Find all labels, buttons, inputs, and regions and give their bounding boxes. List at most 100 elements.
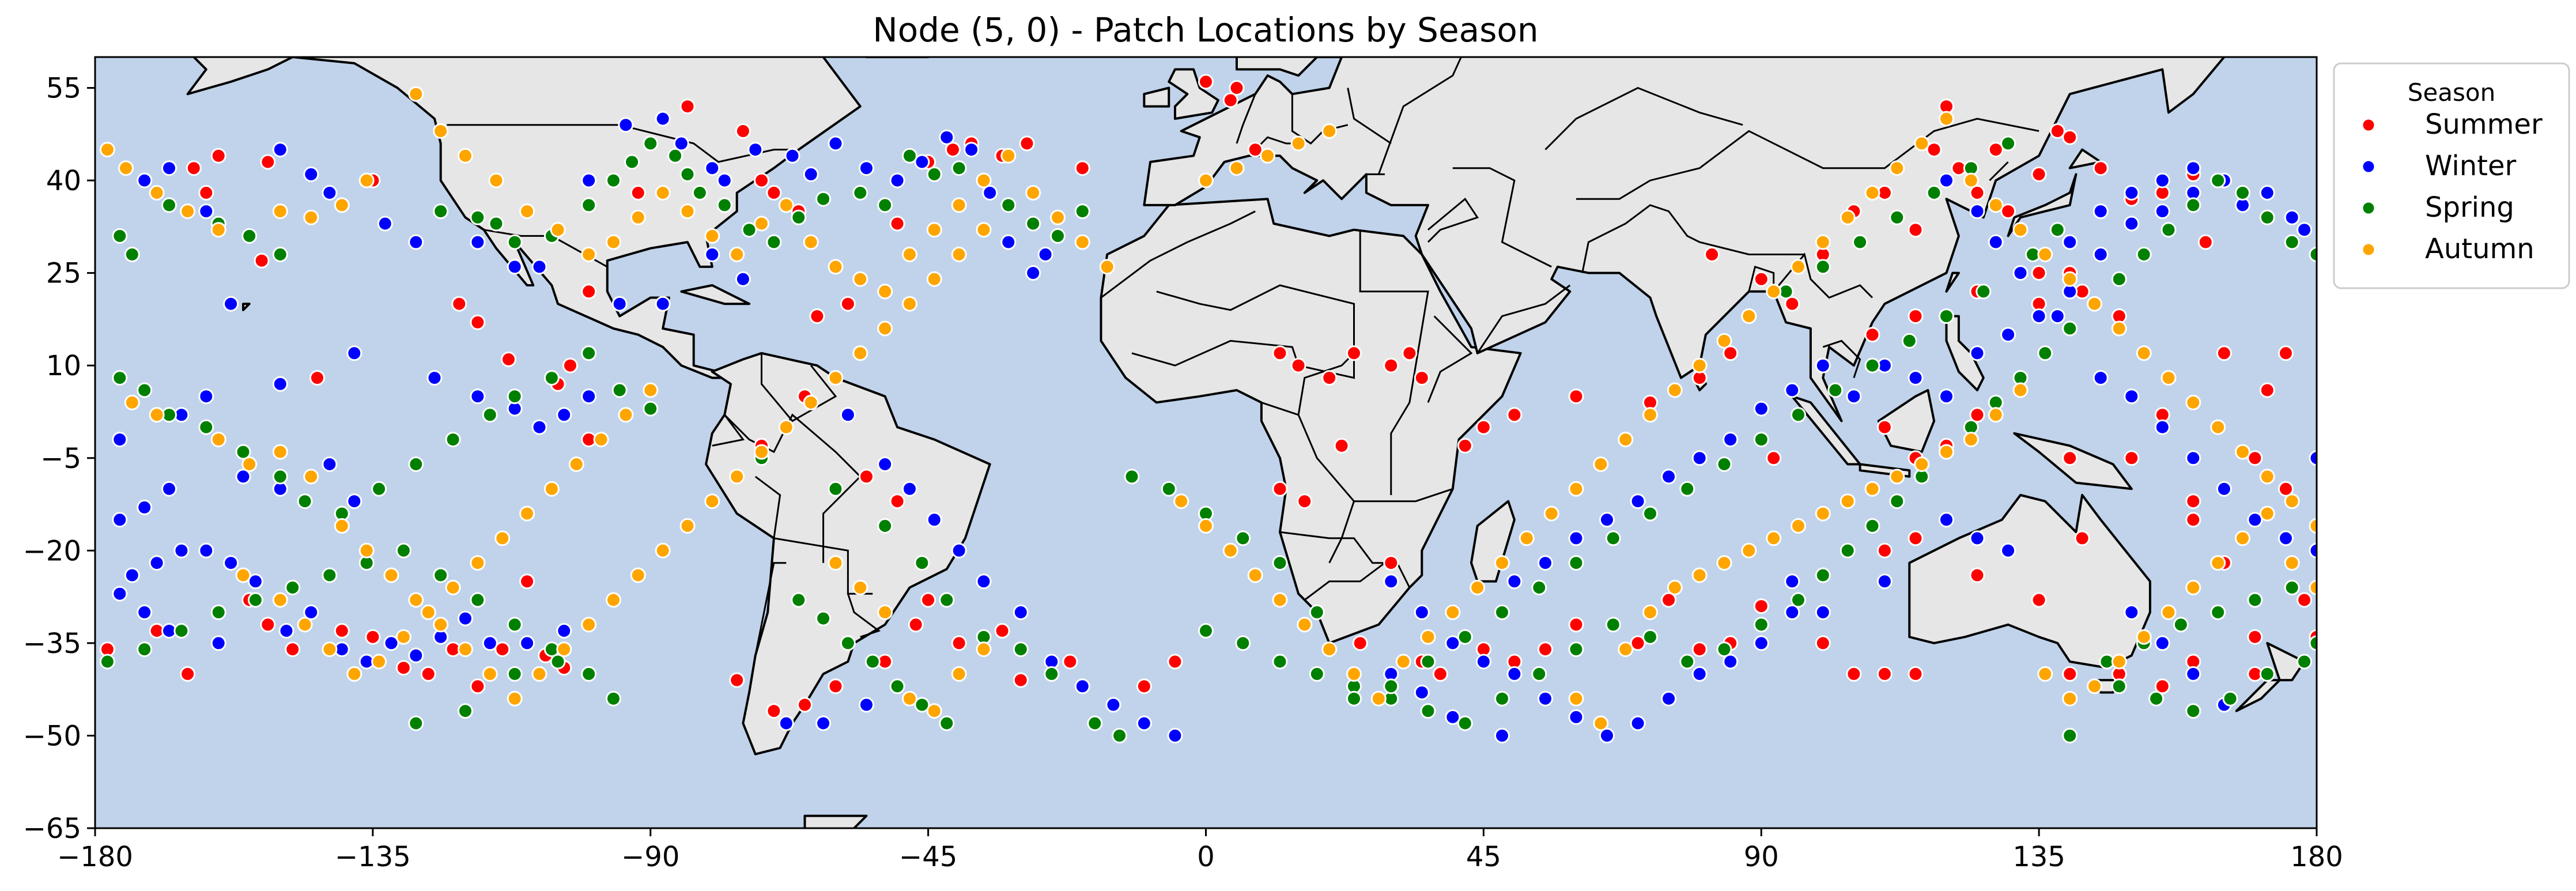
data-point-winter bbox=[198, 388, 214, 405]
data-point-spring bbox=[235, 444, 251, 460]
data-point-summer bbox=[1876, 419, 1893, 435]
data-point-autumn bbox=[1568, 481, 1584, 497]
data-point-spring bbox=[692, 185, 708, 201]
data-point-autumn bbox=[902, 296, 917, 312]
data-point-spring bbox=[1050, 228, 1066, 244]
data-point-winter bbox=[112, 512, 128, 528]
data-point-winter bbox=[1025, 265, 1041, 281]
data-point-summer bbox=[2031, 592, 2047, 608]
data-point-spring bbox=[1568, 555, 1584, 571]
data-point-summer bbox=[2278, 481, 2294, 497]
data-point-summer bbox=[1383, 555, 1399, 571]
data-point-summer bbox=[1988, 142, 2004, 158]
data-point-autumn bbox=[118, 160, 134, 176]
data-point-winter bbox=[303, 604, 319, 620]
data-point-spring bbox=[877, 518, 893, 534]
data-point-spring bbox=[2111, 678, 2127, 694]
data-point-autumn bbox=[272, 592, 288, 608]
data-point-spring bbox=[99, 654, 115, 670]
data-point-autumn bbox=[482, 666, 498, 682]
data-point-spring bbox=[2062, 320, 2078, 337]
data-point-summer bbox=[1272, 345, 1288, 361]
data-point-summer bbox=[1290, 357, 1306, 373]
data-point-winter bbox=[124, 567, 140, 583]
scatter-points bbox=[99, 74, 2317, 743]
data-point-spring bbox=[2136, 247, 2152, 262]
data-point-winter bbox=[322, 456, 338, 472]
data-point-spring bbox=[741, 222, 757, 238]
data-point-summer bbox=[1506, 407, 1523, 423]
data-point-summer bbox=[2062, 450, 2078, 466]
data-point-winter bbox=[1568, 530, 1584, 546]
data-point-summer bbox=[1908, 222, 1924, 238]
data-point-winter bbox=[2124, 388, 2140, 405]
data-point-summer bbox=[198, 185, 214, 201]
data-point-autumn bbox=[1470, 580, 1486, 595]
data-point-autumn bbox=[1642, 604, 1658, 620]
data-point-winter bbox=[1723, 654, 1739, 670]
country-border bbox=[1427, 197, 1479, 243]
x-axis-ticks: −180 −135 −90 −45 0 45 90 135 180 bbox=[57, 828, 2343, 873]
data-point-summer bbox=[2154, 678, 2170, 694]
data-point-winter bbox=[2031, 308, 2047, 324]
data-point-autumn bbox=[778, 197, 794, 213]
data-point-summer bbox=[2197, 234, 2214, 250]
map-plot-area bbox=[94, 56, 2318, 829]
data-point-spring bbox=[828, 481, 844, 497]
data-point-summer bbox=[254, 252, 270, 269]
data-point-spring bbox=[395, 542, 411, 558]
data-point-summer bbox=[1222, 92, 1238, 108]
data-point-summer bbox=[1630, 635, 1646, 651]
data-point-winter bbox=[1784, 604, 1800, 620]
data-point-spring bbox=[852, 185, 868, 201]
x-tick-label: −90 bbox=[621, 841, 679, 873]
landmass bbox=[1945, 315, 1985, 391]
landmass bbox=[803, 814, 868, 828]
data-point-winter bbox=[1784, 573, 1800, 590]
data-point-autumn bbox=[2259, 469, 2275, 485]
country-border bbox=[1452, 167, 1552, 268]
data-point-autumn bbox=[2284, 493, 2300, 509]
y-tick-label: 55 bbox=[46, 73, 81, 105]
data-point-spring bbox=[1889, 209, 1905, 225]
country-border bbox=[447, 124, 792, 163]
y-tick-label: −20 bbox=[23, 535, 81, 567]
data-point-spring bbox=[173, 623, 190, 639]
data-point-autumn bbox=[371, 654, 387, 670]
data-point-spring bbox=[247, 592, 263, 608]
country-border bbox=[1748, 265, 1775, 292]
data-point-autumn bbox=[458, 148, 473, 164]
data-point-autumn bbox=[1321, 641, 1338, 658]
data-point-autumn bbox=[1173, 493, 1189, 509]
data-point-spring bbox=[1531, 666, 1547, 682]
legend-label-spring: Spring bbox=[2425, 191, 2514, 224]
data-point-summer bbox=[1321, 370, 1338, 386]
data-point-winter bbox=[655, 296, 671, 312]
data-point-spring bbox=[2037, 345, 2053, 361]
data-point-autumn bbox=[1716, 333, 1732, 349]
data-point-spring bbox=[606, 690, 621, 707]
data-point-autumn bbox=[1791, 518, 1806, 534]
data-point-winter bbox=[803, 166, 819, 182]
data-point-summer bbox=[309, 370, 325, 386]
data-point-autumn bbox=[2284, 555, 2300, 571]
data-point-winter bbox=[377, 216, 393, 232]
data-point-autumn bbox=[1889, 160, 1905, 176]
data-point-autumn bbox=[655, 185, 671, 201]
data-point-winter bbox=[2049, 308, 2065, 324]
data-point-spring bbox=[2000, 135, 2016, 152]
data-point-autumn bbox=[754, 216, 769, 232]
data-point-winter bbox=[1105, 697, 1121, 713]
data-point-winter bbox=[2154, 172, 2170, 188]
data-point-winter bbox=[2259, 185, 2275, 201]
data-point-spring bbox=[606, 172, 621, 188]
data-point-winter bbox=[161, 481, 177, 497]
data-point-autumn bbox=[149, 407, 165, 423]
country-border bbox=[1328, 501, 1355, 564]
data-point-spring bbox=[550, 654, 566, 670]
data-point-summer bbox=[2216, 345, 2232, 361]
data-point-spring bbox=[1753, 617, 1769, 633]
data-point-spring bbox=[1753, 432, 1769, 448]
data-point-spring bbox=[1494, 604, 1510, 620]
data-point-spring bbox=[470, 592, 486, 608]
